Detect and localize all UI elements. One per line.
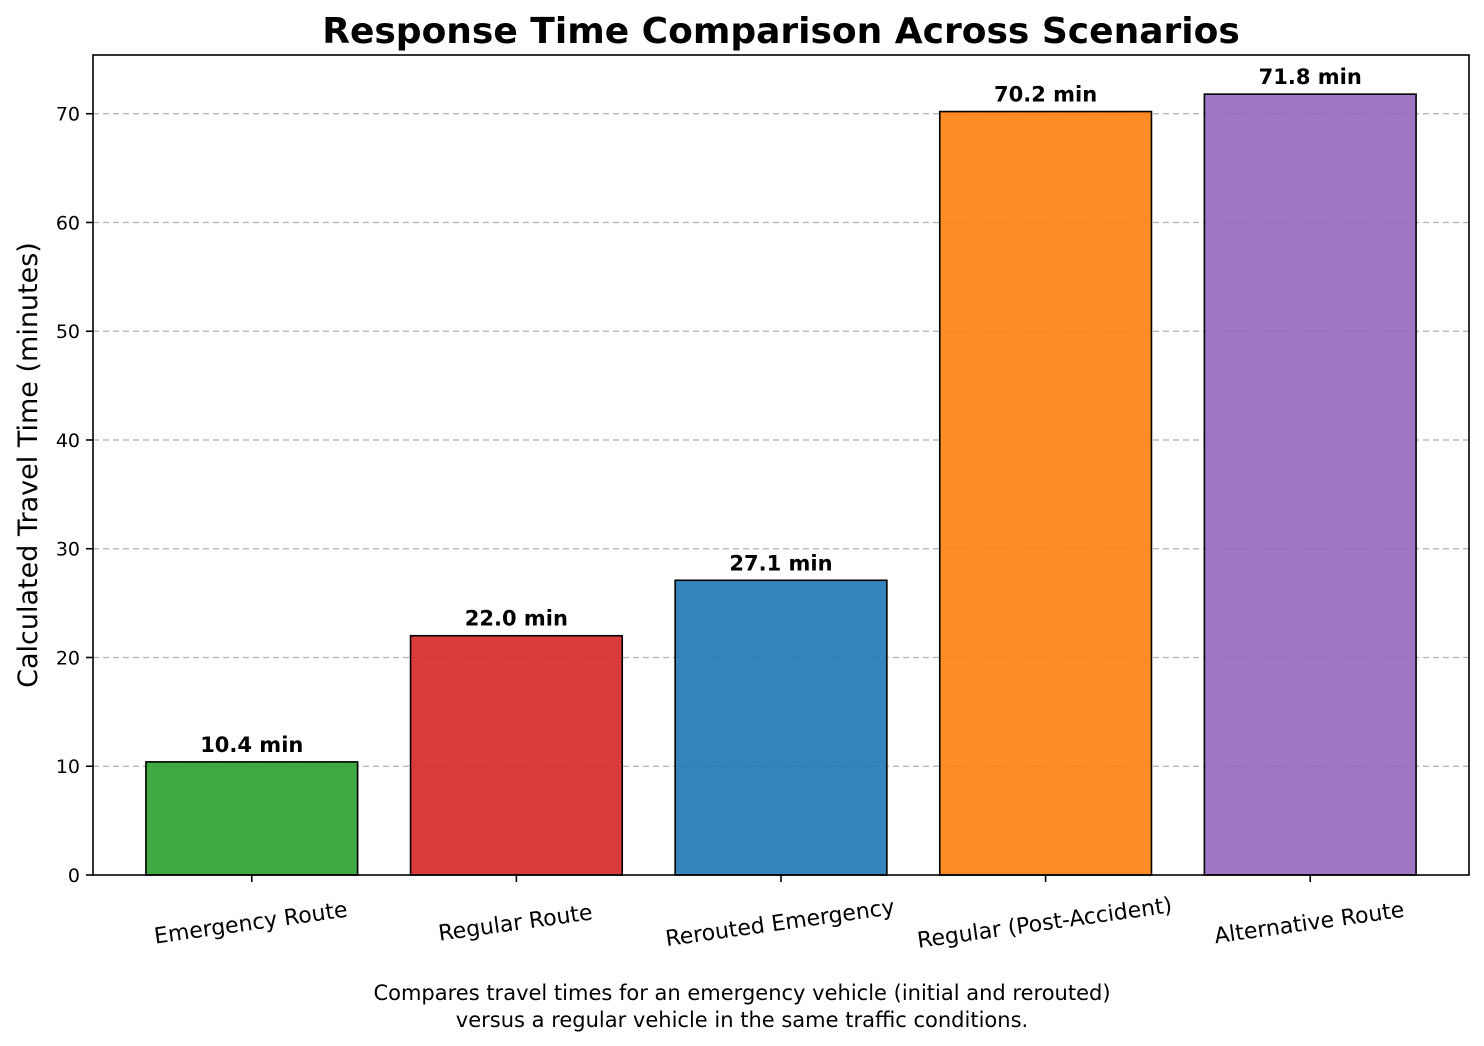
data-label: 71.8 min xyxy=(1259,65,1362,89)
bar xyxy=(938,110,1153,876)
bars xyxy=(145,93,1417,876)
y-tick-label: 50 xyxy=(56,321,80,343)
x-tick-label: Regular (Post-Accident) xyxy=(916,893,1174,954)
data-label: 27.1 min xyxy=(729,551,832,575)
y-tick-label: 40 xyxy=(56,430,80,452)
chart-caption: Compares travel times for an emergency v… xyxy=(373,981,1110,1032)
chart-title: Response Time Comparison Across Scenario… xyxy=(322,11,1240,52)
bar xyxy=(145,761,359,876)
y-axis-label: Calculated Travel Time (minutes) xyxy=(13,242,44,688)
y-tick-label: 60 xyxy=(56,212,80,234)
y-tick-label: 70 xyxy=(56,104,80,126)
x-tick-label: Emergency Route xyxy=(153,898,350,950)
data-label: 22.0 min xyxy=(465,607,568,631)
y-tick-label: 20 xyxy=(56,647,80,669)
x-tick-label: Alternative Route xyxy=(1213,898,1406,949)
bar xyxy=(674,579,888,876)
y-axis-ticks: 0 10 20 30 40 50 60 70 xyxy=(56,104,93,887)
x-axis-ticks: Emergency Route Regular Route Rerouted Eme… xyxy=(153,875,1406,954)
caption-line: versus a regular vehicle in the same tra… xyxy=(456,1008,1028,1032)
y-tick-label: 10 xyxy=(56,756,80,778)
caption-line: Compares travel times for an emergency v… xyxy=(373,981,1110,1005)
data-label: 10.4 min xyxy=(200,733,303,757)
x-tick-label: Rerouted Emergency xyxy=(664,895,896,952)
data-labels: 10.4 min 22.0 min 27.1 min 70.2 min 71.8 min xyxy=(200,65,1362,757)
bar xyxy=(1203,93,1417,876)
y-tick-label: 0 xyxy=(68,865,80,887)
bar xyxy=(409,634,624,876)
data-label: 70.2 min xyxy=(994,83,1097,107)
x-tick-label: Regular Route xyxy=(437,900,594,946)
y-tick-label: 30 xyxy=(56,539,80,561)
